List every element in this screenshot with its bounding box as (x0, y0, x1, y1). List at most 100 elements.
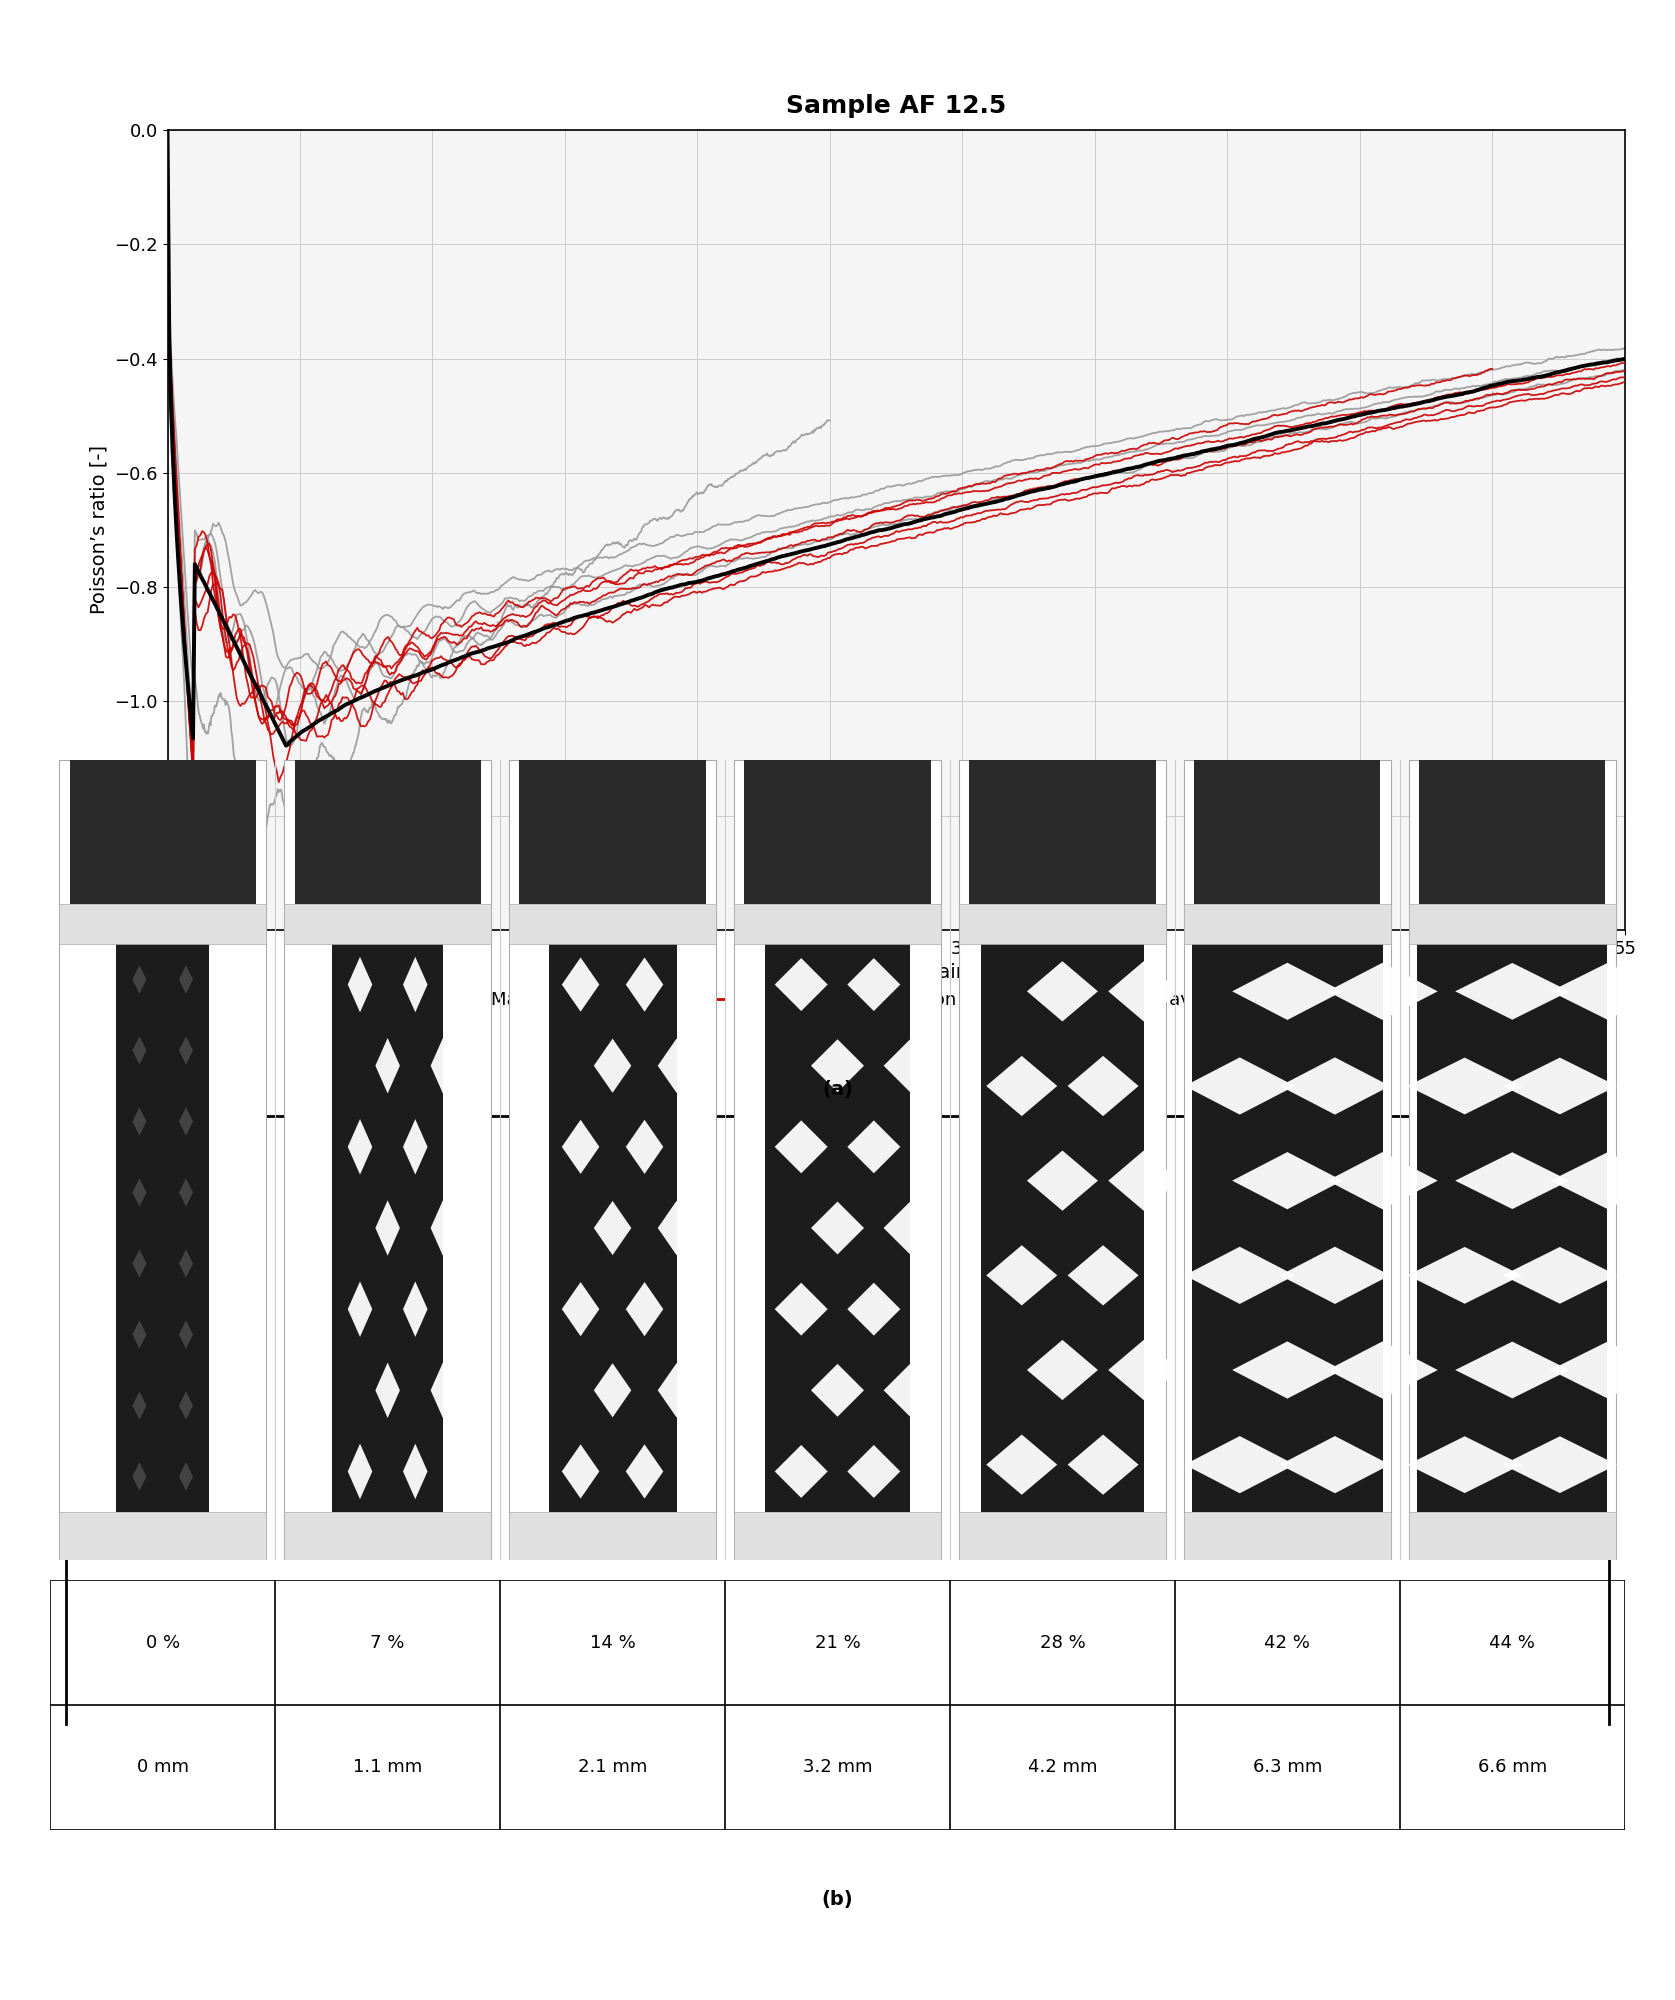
Bar (549, 944, 677, 1512)
Bar (960, 904, 1166, 944)
Bar (509, 1512, 715, 1560)
Bar (982, 944, 1144, 1512)
Polygon shape (1184, 1246, 1295, 1304)
Text: 44 %: 44 % (1489, 1634, 1536, 1652)
Polygon shape (561, 1444, 600, 1498)
Text: 42 %: 42 % (1265, 1634, 1310, 1652)
Polygon shape (1456, 962, 1569, 1020)
Text: 6.3 mm: 6.3 mm (1253, 1758, 1322, 1776)
Bar (295, 760, 481, 904)
Text: 0 %: 0 % (146, 1634, 179, 1652)
Bar (1194, 760, 1380, 904)
Bar (332, 944, 442, 1512)
Polygon shape (375, 1362, 400, 1418)
Bar (1419, 760, 1605, 904)
Polygon shape (179, 1462, 193, 1490)
Polygon shape (132, 1036, 146, 1064)
Polygon shape (132, 966, 146, 994)
Polygon shape (561, 958, 600, 1012)
Bar (1184, 904, 1390, 944)
Polygon shape (132, 1108, 146, 1136)
Text: 21 %: 21 % (814, 1634, 861, 1652)
Legend: Machine direction, Cross-machine direction, Experimental average: Machine direction, Cross-machine directi… (424, 984, 1251, 1016)
Text: 3.2 mm: 3.2 mm (802, 1758, 873, 1776)
Polygon shape (776, 1444, 827, 1498)
Polygon shape (595, 1200, 631, 1256)
Bar (1184, 1512, 1390, 1560)
Polygon shape (811, 1364, 864, 1416)
Title: Sample AF 12.5: Sample AF 12.5 (786, 94, 1007, 118)
Polygon shape (987, 1246, 1057, 1306)
Bar (59, 1512, 266, 1560)
Polygon shape (884, 1202, 936, 1254)
Bar (509, 904, 715, 944)
Polygon shape (811, 1202, 864, 1254)
Text: 4.2 mm: 4.2 mm (1028, 1758, 1097, 1776)
Polygon shape (626, 958, 663, 1012)
Polygon shape (561, 1120, 600, 1174)
Bar (59, 904, 266, 944)
Polygon shape (1502, 1436, 1616, 1494)
Bar (734, 1512, 941, 1560)
Polygon shape (1280, 1436, 1390, 1494)
Polygon shape (1184, 1436, 1295, 1494)
Polygon shape (1109, 1150, 1179, 1210)
Polygon shape (375, 1038, 400, 1094)
Polygon shape (348, 956, 372, 1012)
Polygon shape (1109, 1340, 1179, 1400)
Bar (744, 760, 931, 904)
Y-axis label: Poisson’s ratio [-]: Poisson’s ratio [-] (89, 446, 109, 614)
Bar (1193, 944, 1382, 1512)
Bar (519, 760, 705, 904)
Polygon shape (811, 1040, 864, 1092)
Polygon shape (658, 1200, 695, 1256)
Polygon shape (1067, 1056, 1139, 1116)
Polygon shape (348, 1282, 372, 1336)
Bar (70, 760, 256, 904)
Bar (285, 904, 491, 944)
Polygon shape (1327, 1342, 1437, 1398)
Polygon shape (1456, 1342, 1569, 1398)
Text: 1.1 mm: 1.1 mm (353, 1758, 422, 1776)
Polygon shape (776, 1282, 827, 1336)
Polygon shape (658, 1364, 695, 1418)
Polygon shape (1280, 1058, 1390, 1114)
Polygon shape (1456, 1152, 1569, 1210)
Polygon shape (179, 1392, 193, 1420)
Polygon shape (848, 1282, 899, 1336)
Polygon shape (1027, 1150, 1097, 1210)
Polygon shape (626, 1120, 663, 1174)
Polygon shape (1184, 1058, 1295, 1114)
Text: 2.1 mm: 2.1 mm (578, 1758, 647, 1776)
Polygon shape (430, 1362, 456, 1418)
Bar (1184, 760, 1390, 1560)
Polygon shape (561, 1282, 600, 1336)
Polygon shape (375, 1200, 400, 1256)
Text: 0 mm: 0 mm (137, 1758, 189, 1776)
Polygon shape (626, 1444, 663, 1498)
Polygon shape (132, 1178, 146, 1206)
Polygon shape (1551, 1342, 1665, 1398)
Polygon shape (1407, 1436, 1523, 1494)
Text: 14 %: 14 % (590, 1634, 635, 1652)
Text: 7 %: 7 % (370, 1634, 405, 1652)
Polygon shape (179, 1320, 193, 1348)
Polygon shape (595, 1364, 631, 1418)
Text: 28 %: 28 % (1040, 1634, 1085, 1652)
Polygon shape (1067, 1246, 1139, 1306)
Polygon shape (848, 1120, 899, 1174)
Bar (1409, 760, 1616, 1560)
Polygon shape (776, 1120, 827, 1174)
Polygon shape (179, 966, 193, 994)
Polygon shape (179, 1178, 193, 1206)
Polygon shape (1027, 1340, 1097, 1400)
Bar (1409, 1512, 1616, 1560)
Polygon shape (1327, 962, 1437, 1020)
Bar (116, 944, 209, 1512)
Polygon shape (430, 1200, 456, 1256)
Bar (285, 760, 491, 1560)
Polygon shape (987, 1056, 1057, 1116)
Polygon shape (404, 1444, 427, 1500)
Text: (a): (a) (822, 1080, 853, 1100)
Polygon shape (430, 1038, 456, 1094)
